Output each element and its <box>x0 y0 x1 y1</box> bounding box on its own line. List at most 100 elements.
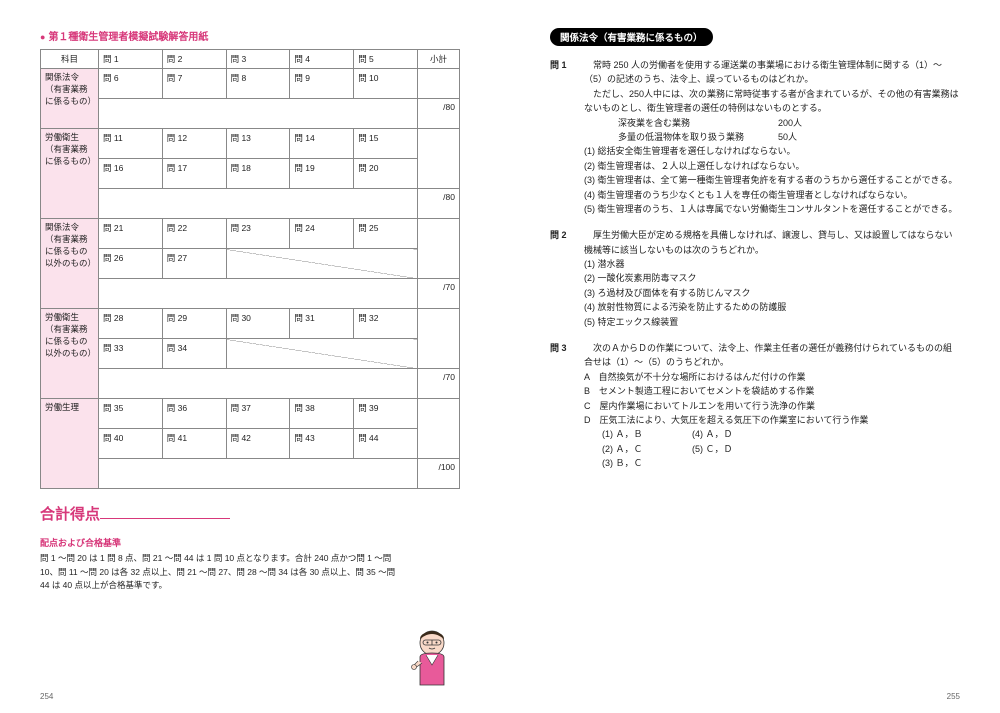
hdr-q: 問 2 <box>162 50 226 69</box>
question-cell: 問 44 <box>354 429 418 459</box>
subtotal-val: /70 <box>418 369 460 399</box>
q2-body: 厚生労働大臣が定める規格を具備しなければ、譲渡し、貸与し、又は設置してはならない… <box>584 228 960 329</box>
q1-option: (1) 総括安全衛生管理者を選任しなければならない。 <box>584 144 960 158</box>
q3-pair: (4) Ａ，Ｄ <box>692 427 782 441</box>
q2-option: (4) 放射性物質による汚染を防止するための防護服 <box>584 300 960 314</box>
question-cell: 問 35 <box>99 399 163 429</box>
q1-label: 問 1 <box>550 58 584 216</box>
question-cell: 問 10 <box>354 69 418 99</box>
question-cell: 問 15 <box>354 129 418 159</box>
q1-stem2: ただし、250人中には、次の業務に常時従事する者が含まれているが、その他の有害業… <box>584 87 960 116</box>
q1-stem1: 常時 250 人の労働者を使用する運送業の事業場における衛生管理体制に関する（1… <box>584 58 960 87</box>
question-cell: 問 42 <box>226 429 290 459</box>
subject-cell: 関係法令（有害業務に係るもの） <box>41 69 99 129</box>
q1-cond1: 深夜業を含む業務200人 <box>584 116 960 130</box>
q1-cond1a: 深夜業を含む業務 <box>618 116 778 130</box>
section-pill: 関係法令（有害業務に係るもの） <box>550 28 713 46</box>
question-cell: 問 26 <box>99 249 163 279</box>
question-cell: 問 6 <box>99 69 163 99</box>
q3-pair: (3) Ｂ，Ｃ <box>602 456 692 470</box>
question-cell: 問 12 <box>162 129 226 159</box>
question-cell: 問 32 <box>354 309 418 339</box>
q3-item: A 自然換気が不十分な場所におけるはんだ付けの作業 <box>584 370 960 384</box>
q3-stem: 次のＡからＤの作業について、法令上、作業主任者の選任が義務付けられているものの組… <box>584 341 960 370</box>
subtotal-val: /70 <box>418 279 460 309</box>
subtotal-val: /100 <box>418 459 460 489</box>
question-2: 問 2 厚生労働大臣が定める規格を具備しなければ、譲渡し、貸与し、又は設置しては… <box>550 228 960 329</box>
answer-table: 科目問 1問 2問 3問 4問 5小計関係法令（有害業務に係るもの）問 6問 7… <box>40 49 460 489</box>
question-cell: 問 23 <box>226 219 290 249</box>
question-cell: 問 29 <box>162 309 226 339</box>
hdr-subtotal: 小計 <box>418 50 460 69</box>
total-score-line <box>100 518 230 519</box>
subject-cell: 労働衛生（有害業務に係るもの以外のもの） <box>41 309 99 399</box>
hdr-q: 問 5 <box>354 50 418 69</box>
question-cell: 問 13 <box>226 129 290 159</box>
question-cell: 問 34 <box>162 339 226 369</box>
subtotal-blank <box>418 69 460 99</box>
q1-cond2b: 50人 <box>778 132 797 142</box>
hdr-q: 問 1 <box>99 50 163 69</box>
subtotal-row <box>99 459 418 489</box>
q3-item: D 圧気工法により、大気圧を超える気圧下の作業室において行う作業 <box>584 413 960 427</box>
subtotal-blank <box>418 129 460 189</box>
total-score-label: 合計得点 <box>40 503 460 524</box>
question-cell: 問 43 <box>290 429 354 459</box>
question-cell: 問 9 <box>290 69 354 99</box>
question-cell: 問 39 <box>354 399 418 429</box>
q2-option: (3) ろ過材及び面体を有する防じんマスク <box>584 286 960 300</box>
question-cell: 問 33 <box>99 339 163 369</box>
q2-option: (1) 潜水器 <box>584 257 960 271</box>
q3-pair: (5) Ｃ，Ｄ <box>692 442 782 456</box>
q1-cond2: 多量の低温物体を取り扱う業務50人 <box>584 130 960 144</box>
question-cell: 問 17 <box>162 159 226 189</box>
subtotal-row <box>99 189 418 219</box>
question-cell: 問 28 <box>99 309 163 339</box>
subtotal-row <box>99 279 418 309</box>
q3-item: B セメント製造工程においてセメントを袋詰めする作業 <box>584 384 960 398</box>
subtotal-val: /80 <box>418 189 460 219</box>
question-cell: 問 38 <box>290 399 354 429</box>
q2-label: 問 2 <box>550 228 584 329</box>
q1-cond1b: 200人 <box>778 118 802 128</box>
page-num-right: 255 <box>947 692 960 701</box>
q3-pair-row: (2) Ａ，Ｃ(5) Ｃ，Ｄ <box>584 442 960 456</box>
left-page: ●第１種衛生管理者模擬試験解答用紙 科目問 1問 2問 3問 4問 5小計関係法… <box>0 0 500 713</box>
criteria-text: 問 1 〜問 20 は 1 問 8 点、問 21 〜問 44 は 1 問 10 … <box>40 552 400 593</box>
doc-title-text: 第１種衛生管理者模擬試験解答用紙 <box>48 32 208 43</box>
question-3: 問 3 次のＡからＤの作業について、法令上、作業主任者の選任が義務付けられている… <box>550 341 960 471</box>
hdr-q: 問 3 <box>226 50 290 69</box>
q2-stem: 厚生労働大臣が定める規格を具備しなければ、譲渡し、貸与し、又は設置してはならない… <box>584 228 960 257</box>
subtotal-blank <box>418 399 460 459</box>
question-cell: 問 16 <box>99 159 163 189</box>
teacher-icon <box>408 627 456 687</box>
page-num-left: 254 <box>40 692 53 701</box>
subtotal-row <box>99 369 418 399</box>
q3-body: 次のＡからＤの作業について、法令上、作業主任者の選任が義務付けられているものの組… <box>584 341 960 471</box>
question-cell: 問 20 <box>354 159 418 189</box>
hdr-q: 問 4 <box>290 50 354 69</box>
q1-option: (4) 衛生管理者のうち少なくとも１人を専任の衛生管理者としなければならない。 <box>584 188 960 202</box>
right-page: 関係法令（有害業務に係るもの） 問 1 常時 250 人の労働者を使用する運送業… <box>500 0 1000 713</box>
q1-cond2a: 多量の低温物体を取り扱う業務 <box>618 130 778 144</box>
question-cell: 問 27 <box>162 249 226 279</box>
subtotal-row <box>99 99 418 129</box>
question-cell: 問 30 <box>226 309 290 339</box>
q2-option: (5) 特定エックス線装置 <box>584 315 960 329</box>
q3-pair: (1) Ａ，Ｂ <box>602 427 692 441</box>
q1-option: (3) 衛生管理者は、全て第一種衛生管理者免許を有する者のうちから選任することが… <box>584 173 960 187</box>
criteria-title: 配点および合格基準 <box>40 536 460 549</box>
question-1: 問 1 常時 250 人の労働者を使用する運送業の事業場における衛生管理体制に関… <box>550 58 960 216</box>
subject-cell: 労働衛生（有害業務に係るもの） <box>41 129 99 219</box>
question-cell: 問 7 <box>162 69 226 99</box>
bullet-icon: ● <box>40 32 45 42</box>
doc-title: ●第１種衛生管理者模擬試験解答用紙 <box>40 28 460 43</box>
question-cell: 問 21 <box>99 219 163 249</box>
q1-body: 常時 250 人の労働者を使用する運送業の事業場における衛生管理体制に関する（1… <box>584 58 960 216</box>
q2-option: (2) 一酸化炭素用防毒マスク <box>584 271 960 285</box>
q3-pair-row: (3) Ｂ，Ｃ <box>584 456 960 470</box>
subtotal-blank <box>418 309 460 369</box>
question-cell: 問 37 <box>226 399 290 429</box>
q3-pair-row: (1) Ａ，Ｂ(4) Ａ，Ｄ <box>584 427 960 441</box>
question-cell: 問 31 <box>290 309 354 339</box>
